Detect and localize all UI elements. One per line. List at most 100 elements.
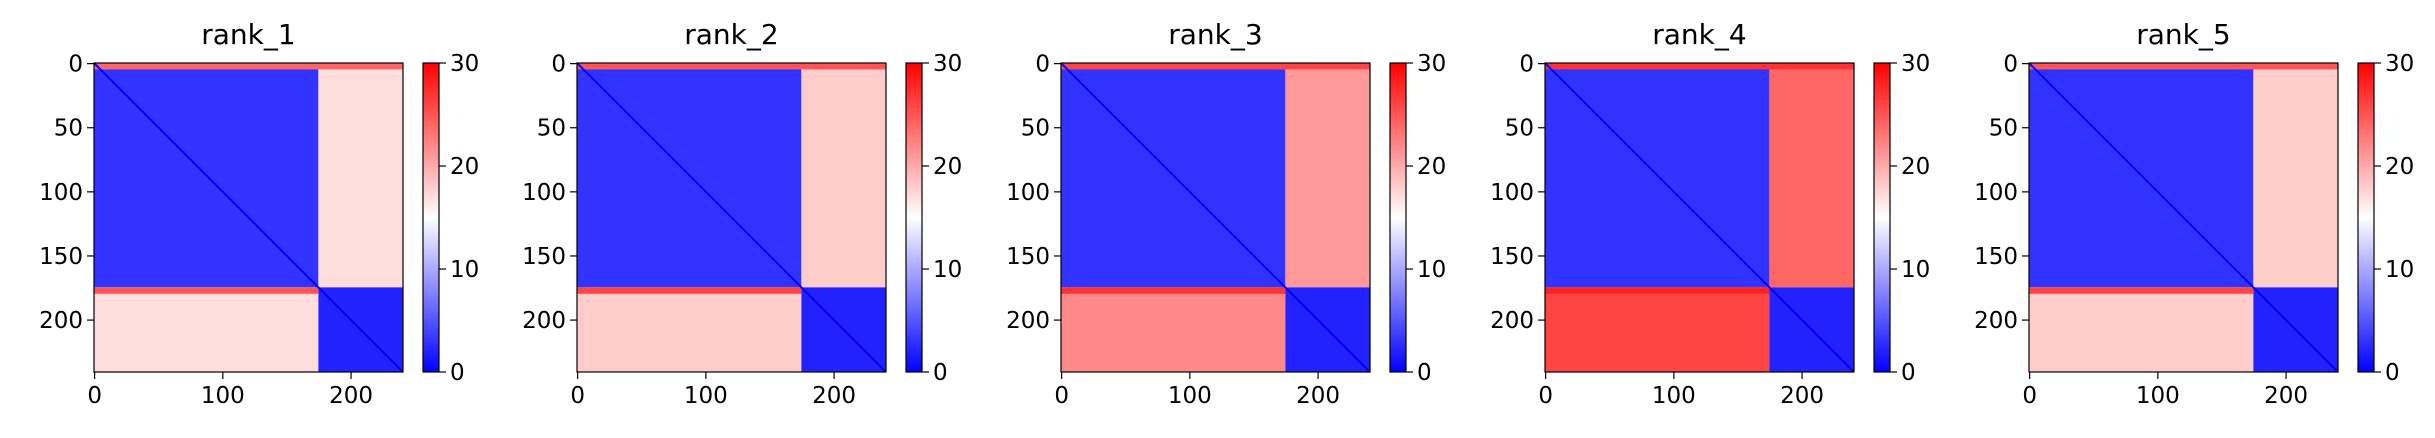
heatmap-region-2 bbox=[2253, 63, 2338, 288]
heatmap-region-3 bbox=[577, 287, 802, 372]
heatmap-panel-4: rank_4 0 100 200 0 50 100 150 200 0 10 20 30 bbox=[1490, 18, 1930, 409]
colorbar-tick-label: 20 bbox=[450, 154, 479, 180]
x-tick-label: 0 bbox=[570, 383, 585, 409]
colorbar-tick-label: 20 bbox=[1417, 154, 1446, 180]
heatmap-region-5 bbox=[94, 63, 403, 70]
plot-frame bbox=[1060, 62, 1371, 373]
x-tick-label: 0 bbox=[2022, 383, 2037, 409]
colorbar-tick-label: 0 bbox=[933, 360, 948, 386]
x-tick-label: 200 bbox=[812, 383, 856, 409]
heatmap-panel-1: rank_1 0 100 200 0 50 100 150 200 0 10 20 30 bbox=[39, 18, 479, 409]
colorbar-tick-label: 30 bbox=[450, 51, 479, 77]
y-tick-label: 100 bbox=[1006, 180, 1050, 206]
heatmap-region-6 bbox=[1061, 287, 1286, 294]
heatmap-region-5 bbox=[1061, 63, 1370, 70]
colorbar bbox=[422, 62, 440, 373]
heatmap-region-2 bbox=[1285, 63, 1370, 288]
colorbar-tick-label: 10 bbox=[1901, 257, 1930, 283]
heatmap-region-2 bbox=[1769, 63, 1854, 288]
heatmap-diagonal bbox=[2028, 62, 2339, 373]
colorbar-tick-label: 20 bbox=[933, 154, 962, 180]
heatmap-region-3 bbox=[1061, 287, 1286, 372]
colorbar-tick-label: 20 bbox=[2385, 154, 2414, 180]
y-tick-label: 150 bbox=[1974, 244, 2018, 270]
y-tick-label: 150 bbox=[39, 244, 83, 270]
x-tick-label: 100 bbox=[201, 383, 245, 409]
y-tick-label: 50 bbox=[1505, 116, 1534, 142]
colorbar-tick-label: 0 bbox=[1901, 360, 1916, 386]
heatmap-region-6 bbox=[2029, 287, 2254, 294]
x-tick-label: 100 bbox=[684, 383, 728, 409]
x-tick-label: 100 bbox=[1168, 383, 1212, 409]
y-tick-label: 100 bbox=[1490, 180, 1534, 206]
plot-frame bbox=[576, 62, 887, 373]
plot-frame bbox=[2028, 62, 2339, 373]
y-tick-label: 150 bbox=[1006, 244, 1050, 270]
y-tick-label: 50 bbox=[537, 116, 566, 142]
colorbar bbox=[2357, 62, 2375, 373]
colorbar bbox=[905, 62, 923, 373]
y-tick-label: 200 bbox=[522, 308, 566, 334]
colorbar-tick-label: 0 bbox=[1417, 360, 1432, 386]
heatmap-region-2 bbox=[318, 63, 403, 288]
y-tick-label: 200 bbox=[39, 308, 83, 334]
heatmap-region-5 bbox=[1545, 63, 1854, 70]
y-tick-label: 150 bbox=[1490, 244, 1534, 270]
heatmap-panel-3: rank_3 0 100 200 0 50 100 150 200 0 10 20 30 bbox=[1006, 18, 1446, 409]
heatmap-region-6 bbox=[577, 287, 802, 294]
heatmap-region-3 bbox=[94, 287, 319, 372]
colorbar-tick-label: 10 bbox=[450, 257, 479, 283]
x-tick-label: 100 bbox=[1652, 383, 1696, 409]
colorbar-tick-label: 0 bbox=[450, 360, 465, 386]
heatmap-region-6 bbox=[1545, 287, 1770, 294]
colorbar-tick-label: 30 bbox=[1417, 51, 1446, 77]
chart-title: rank_1 bbox=[201, 18, 295, 51]
x-tick-label: 0 bbox=[87, 383, 102, 409]
y-tick-label: 0 bbox=[551, 52, 566, 78]
heatmap-region-3 bbox=[2029, 287, 2254, 372]
x-tick-label: 0 bbox=[1054, 383, 1069, 409]
heatmap-diagonal bbox=[576, 62, 887, 373]
colorbar-tick-label: 0 bbox=[2385, 360, 2400, 386]
heatmap-region-5 bbox=[2029, 63, 2338, 70]
colorbar-tick-label: 10 bbox=[933, 257, 962, 283]
heatmap-region-6 bbox=[94, 287, 319, 294]
y-tick-label: 100 bbox=[522, 180, 566, 206]
y-tick-label: 50 bbox=[1989, 116, 2018, 142]
heatmap-region-5 bbox=[577, 63, 886, 70]
heatmap-panel-5: rank_5 0 100 200 0 50 100 150 200 0 10 20 30 bbox=[1974, 18, 2414, 409]
heatmap-region-3 bbox=[1545, 287, 1770, 372]
plot-frame bbox=[93, 62, 404, 373]
y-tick-label: 50 bbox=[54, 116, 83, 142]
heatmap-diagonal bbox=[1544, 62, 1855, 373]
colorbar-tick-label: 10 bbox=[2385, 257, 2414, 283]
x-tick-label: 200 bbox=[1780, 383, 1824, 409]
y-tick-label: 150 bbox=[522, 244, 566, 270]
x-tick-label: 200 bbox=[2264, 383, 2308, 409]
chart-title: rank_2 bbox=[684, 18, 778, 51]
y-tick-label: 100 bbox=[39, 180, 83, 206]
colorbar-tick-label: 20 bbox=[1901, 154, 1930, 180]
colorbar bbox=[1873, 62, 1891, 373]
y-tick-label: 200 bbox=[1006, 308, 1050, 334]
x-tick-label: 200 bbox=[1296, 383, 1340, 409]
y-tick-label: 0 bbox=[2003, 52, 2018, 78]
x-tick-label: 100 bbox=[2136, 383, 2180, 409]
colorbar-tick-label: 30 bbox=[1901, 51, 1930, 77]
heatmap-panel-2: rank_2 0 100 200 0 50 100 150 200 0 10 20 30 bbox=[522, 18, 962, 409]
colorbar-tick-label: 30 bbox=[933, 51, 962, 77]
chart-title: rank_5 bbox=[2136, 18, 2230, 51]
colorbar bbox=[1389, 62, 1407, 373]
y-tick-label: 100 bbox=[1974, 180, 2018, 206]
heatmap-diagonal bbox=[1060, 62, 1371, 373]
chart-title: rank_4 bbox=[1652, 18, 1746, 51]
y-tick-label: 200 bbox=[1974, 308, 2018, 334]
heatmap-diagonal bbox=[93, 62, 404, 373]
plot-frame bbox=[1544, 62, 1855, 373]
colorbar-tick-label: 10 bbox=[1417, 257, 1446, 283]
y-tick-label: 200 bbox=[1490, 308, 1534, 334]
heatmap-region-2 bbox=[801, 63, 886, 288]
x-tick-label: 200 bbox=[329, 383, 373, 409]
colorbar-tick-label: 30 bbox=[2385, 51, 2414, 77]
